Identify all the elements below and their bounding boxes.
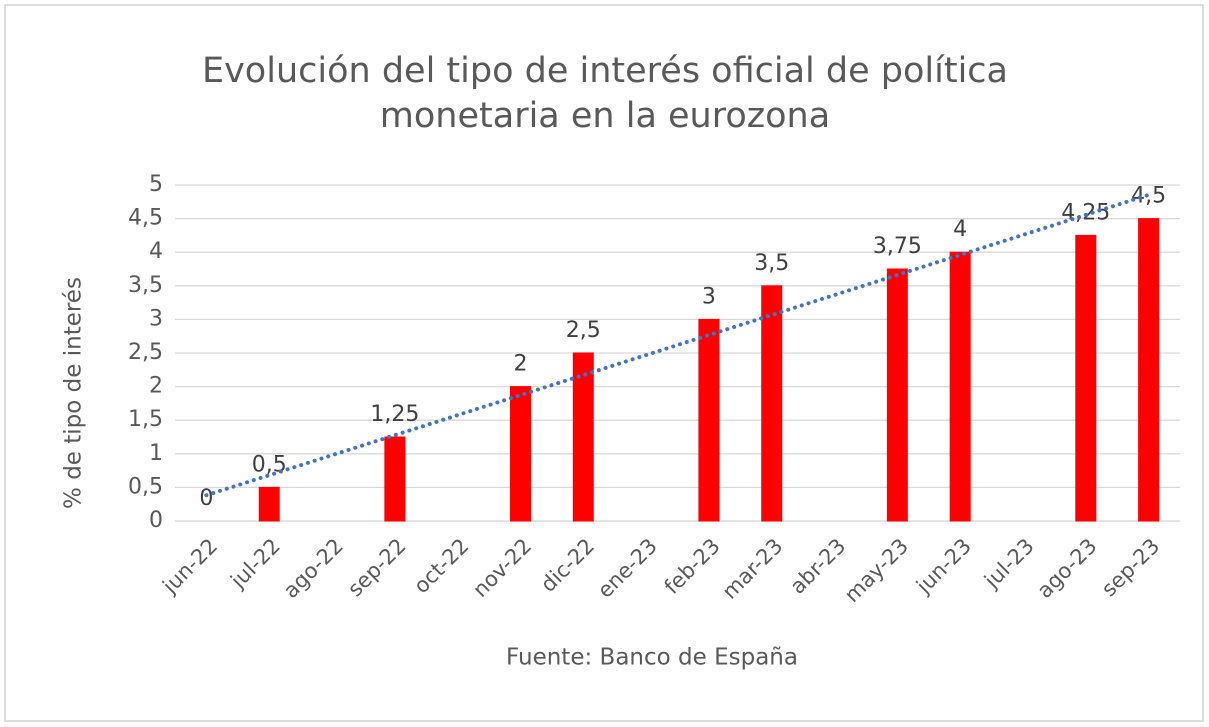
y-tick-label: 3	[149, 306, 163, 331]
y-tick-label: 4,5	[128, 206, 163, 231]
data-label: 2	[513, 352, 527, 377]
data-label: 0	[199, 486, 213, 511]
bar	[1075, 234, 1097, 522]
y-tick-label: 0	[149, 508, 163, 533]
bar	[698, 318, 720, 522]
bar	[572, 352, 594, 522]
bar	[258, 486, 280, 522]
chart-title: monetaria en la eurozona	[380, 96, 830, 136]
y-axis-label: % de tipo de interés	[61, 277, 87, 509]
trendline	[204, 192, 1151, 498]
data-label: 2,5	[566, 318, 601, 343]
y-tick-label: 1	[149, 441, 163, 466]
source-note: Fuente: Banco de España	[506, 645, 798, 671]
data-label: 1,25	[370, 402, 419, 427]
y-tick-label: 1,5	[128, 407, 163, 432]
bar	[384, 436, 406, 522]
chart-frame	[4, 4, 1204, 722]
y-tick-label: 5	[149, 172, 163, 197]
y-tick-label: 0,5	[128, 474, 163, 499]
chart-title: Evolución del tipo de interés oficial de…	[202, 51, 1008, 91]
bar	[509, 386, 531, 522]
data-label: 0,5	[252, 452, 287, 477]
data-label: 3	[702, 284, 716, 309]
y-tick-label: 2	[149, 374, 163, 399]
bar	[1138, 218, 1160, 522]
data-label: 3,75	[873, 234, 922, 259]
y-tick-label: 2,5	[128, 340, 163, 365]
bar	[761, 285, 783, 522]
bar	[886, 268, 908, 522]
bar	[949, 251, 971, 522]
data-label: 4	[953, 217, 967, 242]
y-tick-label: 4	[149, 239, 163, 264]
data-label: 3,5	[754, 251, 789, 276]
y-tick-label: 3,5	[128, 273, 163, 298]
